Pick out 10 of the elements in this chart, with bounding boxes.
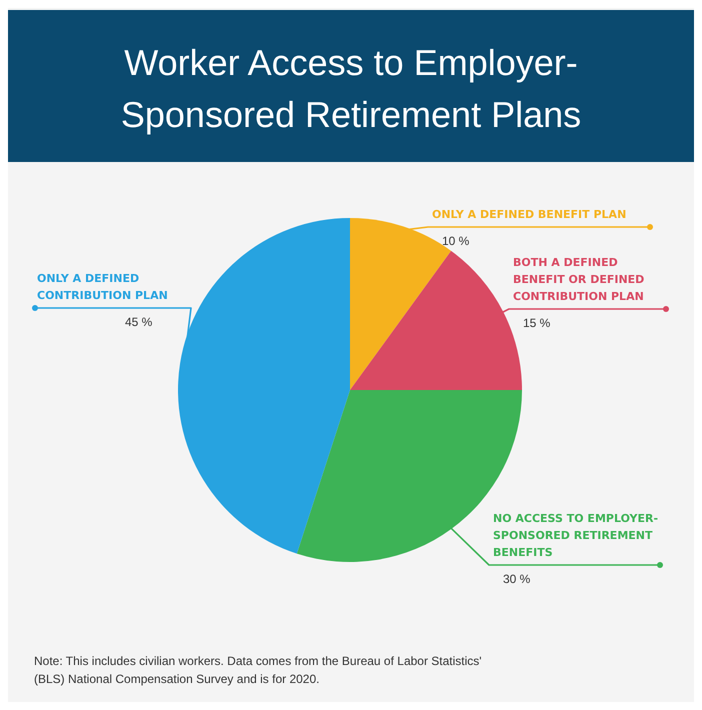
data-label: 10 % <box>442 234 470 248</box>
slice-label: ONLY A DEFINED CONTRIBUTION PLAN <box>37 272 168 302</box>
data-label: 30 % <box>503 572 531 586</box>
chart-title: Worker Access to Employer-Sponsored Retirement Plans <box>120 42 582 135</box>
slice-label: ONLY A DEFINED BENEFIT PLAN <box>432 208 626 221</box>
data-label: 45 % <box>125 315 153 329</box>
slice-label: NO ACCESS TO EMPLOYER-SPONSORED RETIREMENT BENEFITS <box>493 512 658 559</box>
data-label: 15 % <box>523 316 551 330</box>
text: Note: This includes civilian workers. Data comes from the Bureau of Labor Statistics' (BLS) National Compensation Survey and is for 2020. <box>34 654 482 686</box>
slice-label: BOTH A DEFINED BENEFIT OR DEFINED CONTRIBUTION PLAN <box>513 256 644 303</box>
